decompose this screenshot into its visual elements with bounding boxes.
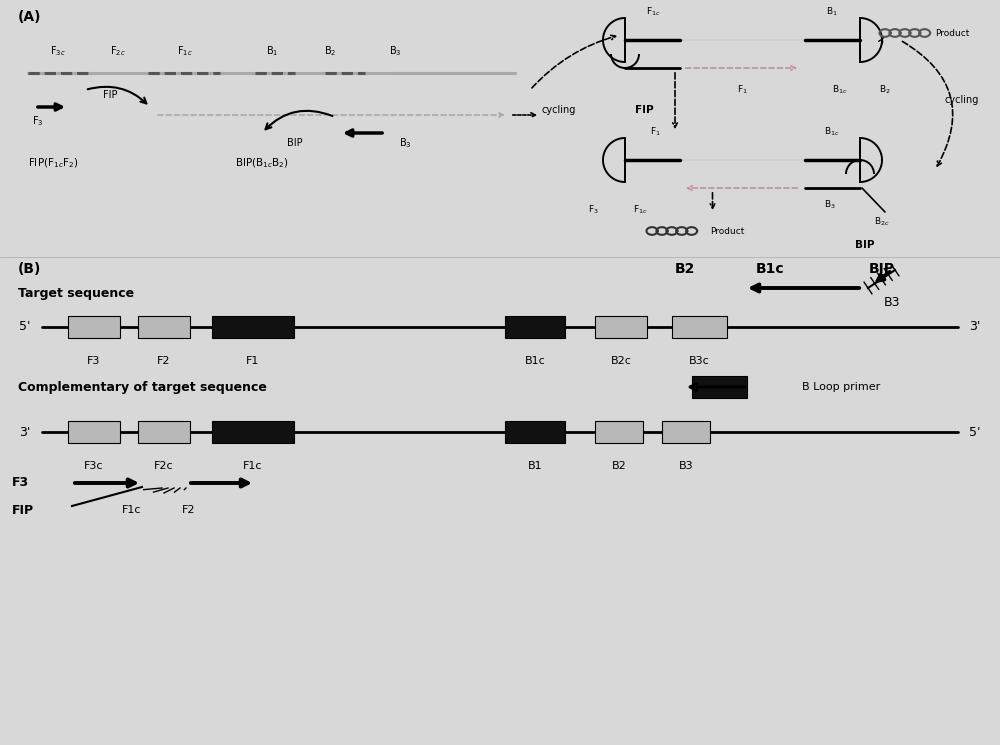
Text: F3: F3: [12, 477, 29, 489]
Text: F$_3$: F$_3$: [588, 203, 598, 216]
Text: FIP: FIP: [103, 90, 117, 100]
Text: F1c: F1c: [243, 461, 263, 471]
Bar: [505, 421, 565, 443]
Text: (A): (A): [18, 10, 42, 24]
Text: F$_1$: F$_1$: [650, 126, 660, 139]
Text: Target sequence: Target sequence: [18, 287, 134, 299]
Text: B$_3$: B$_3$: [399, 136, 411, 150]
Text: B$_2$: B$_2$: [879, 83, 891, 96]
Text: Product: Product: [935, 28, 969, 37]
Text: B$_1$: B$_1$: [826, 6, 838, 18]
Bar: [595, 421, 643, 443]
Text: B3c: B3c: [689, 356, 710, 366]
Text: BIP: BIP: [855, 240, 875, 250]
Text: F$_{3c}$: F$_{3c}$: [50, 44, 66, 58]
Bar: [68, 316, 120, 338]
Text: FIP: FIP: [12, 504, 34, 516]
Text: B1c: B1c: [525, 356, 545, 366]
Text: 3': 3': [19, 425, 31, 439]
Bar: [672, 316, 727, 338]
Text: 5': 5': [19, 320, 31, 334]
Bar: [212, 316, 294, 338]
Text: Product: Product: [710, 226, 744, 235]
Text: Complementary of target sequence: Complementary of target sequence: [18, 381, 267, 393]
Bar: [692, 376, 747, 398]
Text: F3c: F3c: [84, 461, 104, 471]
Text: FIP: FIP: [635, 105, 654, 115]
Text: (B): (B): [18, 262, 41, 276]
Text: B2c: B2c: [611, 356, 631, 366]
Bar: [662, 421, 710, 443]
Text: F2: F2: [157, 356, 171, 366]
Text: B$_{1c}$: B$_{1c}$: [824, 126, 840, 139]
Bar: [595, 316, 647, 338]
Text: B3: B3: [679, 461, 693, 471]
Text: B1: B1: [528, 461, 542, 471]
Bar: [505, 316, 565, 338]
Text: F$_3$: F$_3$: [32, 114, 43, 128]
Bar: [138, 421, 190, 443]
Text: B$_2$: B$_2$: [324, 44, 336, 58]
Text: BIP: BIP: [869, 262, 895, 276]
Text: F$_{1c}$: F$_{1c}$: [633, 203, 647, 216]
Text: F$_{1c}$: F$_{1c}$: [177, 44, 193, 58]
Text: F1: F1: [246, 356, 260, 366]
Text: BIP(B$_{1c}$B$_2$): BIP(B$_{1c}$B$_2$): [235, 156, 289, 170]
Text: cycling: cycling: [945, 95, 979, 105]
Text: B3: B3: [884, 297, 900, 309]
Text: F2: F2: [182, 505, 196, 515]
Text: F3: F3: [87, 356, 101, 366]
Text: B2: B2: [612, 461, 626, 471]
Text: B$_3$: B$_3$: [389, 44, 401, 58]
Text: B1c: B1c: [756, 262, 784, 276]
Bar: [68, 421, 120, 443]
Text: F2c: F2c: [154, 461, 174, 471]
Text: BIP: BIP: [287, 138, 303, 148]
Text: F$_{2c}$: F$_{2c}$: [110, 44, 126, 58]
Bar: [212, 421, 294, 443]
Text: F$_1$: F$_1$: [737, 83, 748, 96]
Text: B$_1$: B$_1$: [266, 44, 278, 58]
Text: FIP(F$_{1c}$F$_2$): FIP(F$_{1c}$F$_2$): [28, 156, 78, 170]
Text: F1c: F1c: [122, 505, 142, 515]
Text: B$_3$: B$_3$: [824, 199, 836, 212]
Text: B$_{2c}$: B$_{2c}$: [874, 216, 890, 228]
Text: B2: B2: [675, 262, 695, 276]
Text: 5': 5': [969, 425, 981, 439]
Text: 3': 3': [969, 320, 981, 334]
Bar: [138, 316, 190, 338]
Text: F$_{1c}$: F$_{1c}$: [646, 6, 660, 18]
Text: cycling: cycling: [542, 105, 576, 115]
Text: B$_{1c}$: B$_{1c}$: [832, 83, 848, 96]
Text: B Loop primer: B Loop primer: [802, 382, 880, 392]
